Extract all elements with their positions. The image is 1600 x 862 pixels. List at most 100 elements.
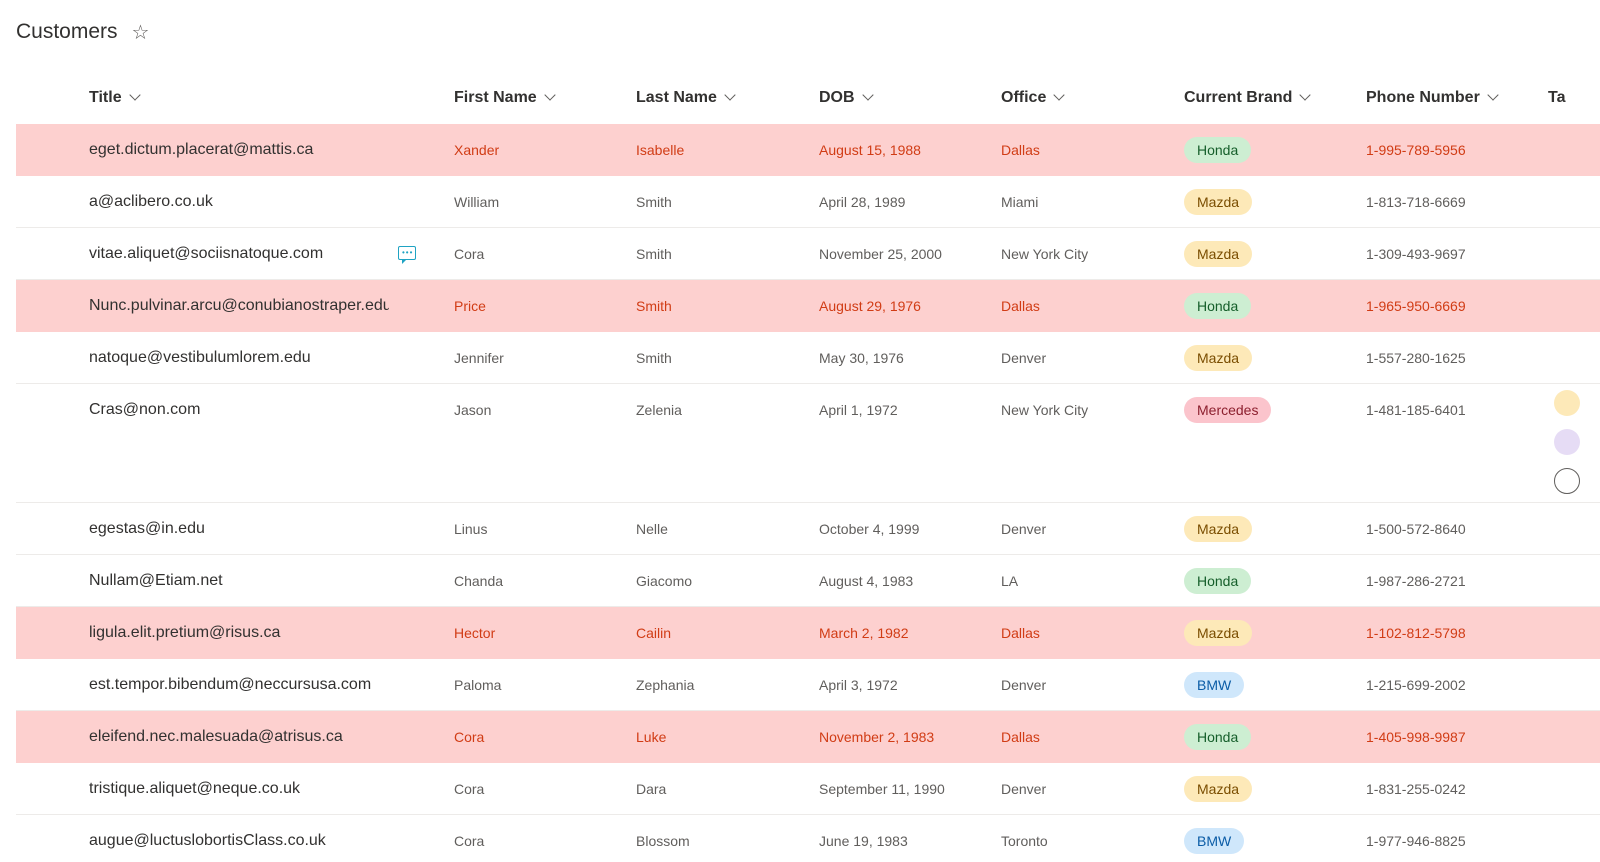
cell-last-name: Isabelle: [636, 141, 685, 158]
cell-title[interactable]: Nullam@Etiam.net: [89, 571, 223, 589]
table-row[interactable]: vitae.aliquet@sociisnatoque.com Cora Smith…: [16, 228, 1600, 280]
cell-phone: 1-405-998-9987: [1366, 728, 1466, 745]
table-row[interactable]: eleifend.nec.malesuada@atrisus.ca Cora Luk…: [16, 711, 1600, 763]
cell-title[interactable]: augue@luctuslobortisClass.co.uk: [89, 831, 326, 849]
column-header-brand[interactable]: Current Brand: [1184, 72, 1354, 124]
cell-last-name: Smith: [636, 193, 672, 210]
comment-dots: •••: [402, 248, 414, 257]
table-row[interactable]: Cras@non.com Jason Zelenia April 1, 1972 New…: [16, 384, 1600, 503]
cell-last-name: Dara: [636, 780, 667, 797]
brand-badge: Mazda: [1184, 775, 1253, 802]
cell-brand: Mazda: [1184, 503, 1354, 554]
cell-title[interactable]: eget.dictum.placerat@mattis.ca: [89, 140, 314, 158]
cell-brand: Mazda: [1184, 176, 1354, 227]
cell-office: Denver: [1001, 780, 1047, 797]
column-header-dob[interactable]: DOB: [819, 72, 989, 124]
table-row[interactable]: est.tempor.bibendum@neccursusa.com Paloma…: [16, 659, 1600, 711]
comment-icon[interactable]: •••: [398, 246, 416, 264]
table-row[interactable]: egestas@in.edu Linus Nelle October 4, 1999 D…: [16, 503, 1600, 555]
cell-office: Miami: [1001, 193, 1039, 210]
cell-last-name: Giacomo: [636, 572, 693, 589]
table-row[interactable]: augue@luctuslobortisClass.co.uk Cora Bloss…: [16, 815, 1600, 862]
cell-phone: 1-215-699-2002: [1366, 676, 1466, 693]
column-header-phone[interactable]: Phone Number: [1366, 72, 1536, 124]
chevron-down-icon: [1299, 89, 1312, 101]
cell-office: Toronto: [1001, 832, 1048, 849]
cell-phone: 1-813-718-6669: [1366, 193, 1466, 210]
column-header-tags[interactable]: Ta: [1548, 72, 1600, 124]
cell-dob: June 19, 1983: [819, 832, 908, 849]
table-row[interactable]: ligula.elit.pretium@risus.ca Hector Cailin…: [16, 607, 1600, 659]
cell-last-name: Zelenia: [636, 402, 682, 418]
table-row[interactable]: natoque@vestibulumlorem.edu Jennifer Smith…: [16, 332, 1600, 384]
cell-dob: August 29, 1976: [819, 297, 921, 314]
table-row[interactable]: eget.dictum.placerat@mattis.ca Xander Isab…: [16, 124, 1600, 176]
cell-office: Denver: [1001, 520, 1047, 537]
cell-first-name: Chanda: [454, 572, 504, 589]
column-header-label: Ta: [1548, 89, 1566, 106]
chevron-down-icon: [1487, 89, 1499, 101]
cell-title[interactable]: vitae.aliquet@sociisnatoque.com: [89, 244, 324, 262]
cell-title[interactable]: tristique.aliquet@neque.co.uk: [89, 779, 301, 797]
cell-dob: November 25, 2000: [819, 245, 942, 262]
cell-dob: September 11, 1990: [819, 780, 945, 797]
column-header-label: Last Name: [636, 89, 717, 106]
table-row[interactable]: a@aclibero.co.uk William Smith April 28, 19…: [16, 176, 1600, 228]
cell-first-name: Hector: [454, 624, 496, 641]
table-row[interactable]: tristique.aliquet@neque.co.uk Cora Dara Sep…: [16, 763, 1600, 815]
column-header-title[interactable]: Title: [89, 72, 389, 124]
cell-first-name: Jason: [454, 402, 492, 418]
cell-dob: August 4, 1983: [819, 572, 914, 589]
tag-bubble: [1554, 429, 1580, 455]
brand-badge: Mazda: [1184, 240, 1253, 267]
chevron-down-icon: [1053, 89, 1066, 101]
cell-office: Dallas: [1001, 297, 1040, 314]
cell-phone: 1-500-572-8640: [1366, 520, 1466, 537]
cell-first-name: Paloma: [454, 676, 502, 693]
cell-brand: BMW: [1184, 815, 1354, 862]
table-row[interactable]: Nunc.pulvinar.arcu@conubianostraper.edu P…: [16, 280, 1600, 332]
cell-brand: Honda: [1184, 711, 1354, 762]
brand-badge: Mazda: [1184, 515, 1253, 542]
cell-title[interactable]: egestas@in.edu: [89, 519, 205, 537]
cell-title[interactable]: eleifend.nec.malesuada@atrisus.ca: [89, 727, 343, 745]
cell-first-name: Price: [454, 297, 486, 314]
cell-last-name: Zephania: [636, 676, 695, 693]
column-header-office[interactable]: Office: [1001, 72, 1171, 124]
cell-title[interactable]: Cras@non.com: [89, 401, 201, 418]
column-header-label: Title: [89, 89, 122, 106]
cell-title[interactable]: natoque@vestibulumlorem.edu: [89, 348, 311, 366]
cell-office: Denver: [1001, 676, 1047, 693]
column-header-first-name[interactable]: First Name: [454, 72, 624, 124]
cell-title[interactable]: ligula.elit.pretium@risus.ca: [89, 623, 281, 641]
table-row[interactable]: Nullam@Etiam.net Chanda Giacomo August 4, 1…: [16, 555, 1600, 607]
brand-badge: Mercedes: [1184, 397, 1272, 423]
add-tag-icon[interactable]: [1554, 468, 1580, 494]
cell-brand: Honda: [1184, 280, 1354, 331]
column-header-label: Current Brand: [1184, 89, 1293, 106]
cell-dob: August 15, 1988: [819, 141, 921, 158]
cell-first-name: Linus: [454, 520, 488, 537]
cell-last-name: Smith: [636, 245, 672, 262]
cell-last-name: Smith: [636, 297, 672, 314]
cell-first-name: Cora: [454, 780, 485, 797]
chevron-down-icon: [128, 89, 141, 101]
cell-phone: 1-102-812-5798: [1366, 624, 1466, 641]
customers-table: Title First Name Last Name DOB Office Current…: [16, 72, 1600, 862]
brand-badge: Mazda: [1184, 619, 1253, 646]
column-header-label: Phone Number: [1366, 89, 1480, 106]
brand-badge: BMW: [1184, 827, 1245, 854]
cell-dob: March 2, 1982: [819, 624, 909, 641]
cell-office: LA: [1001, 572, 1019, 589]
cell-title[interactable]: a@aclibero.co.uk: [89, 192, 213, 210]
cell-brand: Mazda: [1184, 607, 1354, 658]
cell-phone: 1-987-286-2721: [1366, 572, 1466, 589]
column-header-last-name[interactable]: Last Name: [636, 72, 806, 124]
tag-bubble: [1554, 390, 1580, 416]
cell-office: New York City: [1001, 402, 1089, 418]
cell-office: Denver: [1001, 349, 1047, 366]
favorite-star-icon[interactable]: ☆: [131, 21, 150, 44]
cell-title[interactable]: est.tempor.bibendum@neccursusa.com: [89, 675, 372, 693]
cell-title[interactable]: Nunc.pulvinar.arcu@conubianostraper.edu: [89, 296, 389, 314]
cell-phone: 1-481-185-6401: [1366, 402, 1466, 418]
